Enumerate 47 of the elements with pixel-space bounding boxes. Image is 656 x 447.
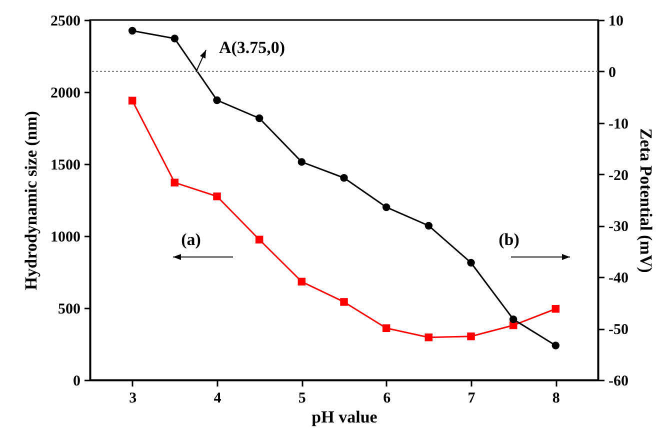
y-tick-label: 1000 — [50, 230, 80, 246]
y-tick-label: 500 — [58, 302, 80, 318]
x-tick-label: 7 — [468, 390, 476, 406]
y2-tick-label: -60 — [608, 374, 628, 390]
point — [213, 96, 221, 104]
annotation: A(3.75,0) — [218, 38, 286, 58]
y-tick-label: 1500 — [50, 158, 80, 174]
point — [213, 192, 221, 200]
point — [340, 174, 348, 182]
y2-tick-label: -40 — [608, 270, 628, 287]
y-tick-label: 0 — [73, 374, 80, 390]
x-tick-label: 3 — [129, 390, 137, 406]
annotation: (a) — [181, 230, 201, 250]
point — [128, 96, 136, 105]
point — [340, 298, 348, 306]
point — [424, 334, 433, 342]
point — [382, 203, 390, 212]
x-tick-label: 5 — [298, 390, 306, 406]
point — [424, 222, 433, 230]
y2-tick-label: -50 — [608, 322, 628, 338]
point — [509, 315, 518, 324]
point — [170, 178, 179, 186]
y2-tick-label: 10 — [608, 14, 624, 30]
point — [382, 324, 390, 332]
point — [298, 158, 306, 166]
y2-tick-label: -20 — [608, 168, 628, 184]
y2-tick-label: -30 — [608, 219, 628, 236]
annotation: (b) — [498, 230, 520, 250]
x-axis-title: pH value — [312, 408, 378, 426]
point — [552, 342, 560, 350]
point — [467, 332, 475, 340]
y-tick-label: 2000 — [50, 86, 80, 102]
y2-tick-label: -10 — [608, 116, 628, 132]
point — [255, 114, 264, 122]
point — [467, 258, 475, 267]
point — [128, 26, 136, 35]
point — [255, 236, 264, 244]
x-tick-label: 6 — [383, 390, 392, 406]
y2-tick-label: 0 — [608, 64, 616, 81]
x-tick-label: 8 — [552, 390, 560, 406]
y-tick-label: 2500 — [50, 14, 80, 30]
y2-axis-title: Zeta Potential (mV) — [636, 128, 656, 273]
point — [552, 304, 560, 313]
y-axis-title: Hydrodynamic size (nm) — [22, 110, 40, 290]
x-tick-label: 4 — [214, 390, 222, 406]
point — [298, 278, 306, 286]
point — [170, 34, 179, 42]
